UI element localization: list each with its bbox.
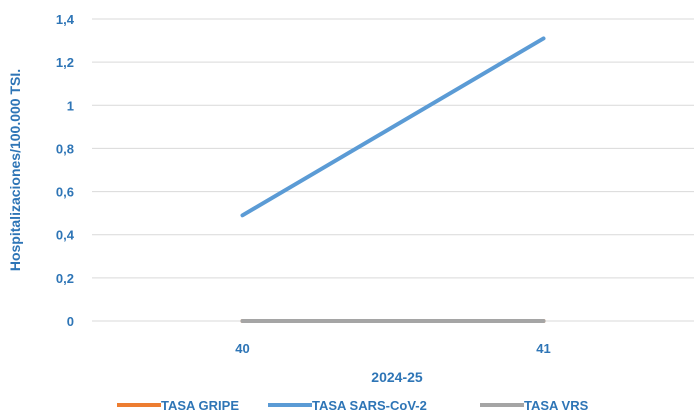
series-lines xyxy=(240,36,546,323)
legend-label: TASA GRIPE xyxy=(161,398,239,413)
y-tick-label: 0 xyxy=(67,314,74,329)
gridlines xyxy=(92,18,694,322)
y-tick-label: 0,8 xyxy=(56,141,74,156)
y-tick-label: 1,4 xyxy=(56,12,75,27)
y-tick-label: 1,2 xyxy=(56,55,74,70)
x-tick-labels: 40 41 xyxy=(235,341,550,356)
x-tick-label: 41 xyxy=(536,341,550,356)
legend-label: TASA VRS xyxy=(524,398,589,413)
y-axis-label: Hospitalizaciones/100.000 TSI. xyxy=(7,69,23,271)
x-axis-label: 2024-25 xyxy=(371,369,423,385)
series-line xyxy=(240,36,546,218)
legend: TASA GRIPE TASA SARS-CoV-2 TASA VRS xyxy=(117,398,589,413)
y-tick-label: 0,4 xyxy=(56,228,75,243)
legend-label: TASA SARS-CoV-2 xyxy=(312,398,427,413)
y-tick-label: 1 xyxy=(67,98,74,113)
y-tick-label: 0,2 xyxy=(56,271,74,286)
x-tick-label: 40 xyxy=(235,341,249,356)
y-tick-label: 0,6 xyxy=(56,185,74,200)
y-tick-labels: 0 0,2 0,4 0,6 0,8 1 1,2 1,4 xyxy=(56,12,75,329)
